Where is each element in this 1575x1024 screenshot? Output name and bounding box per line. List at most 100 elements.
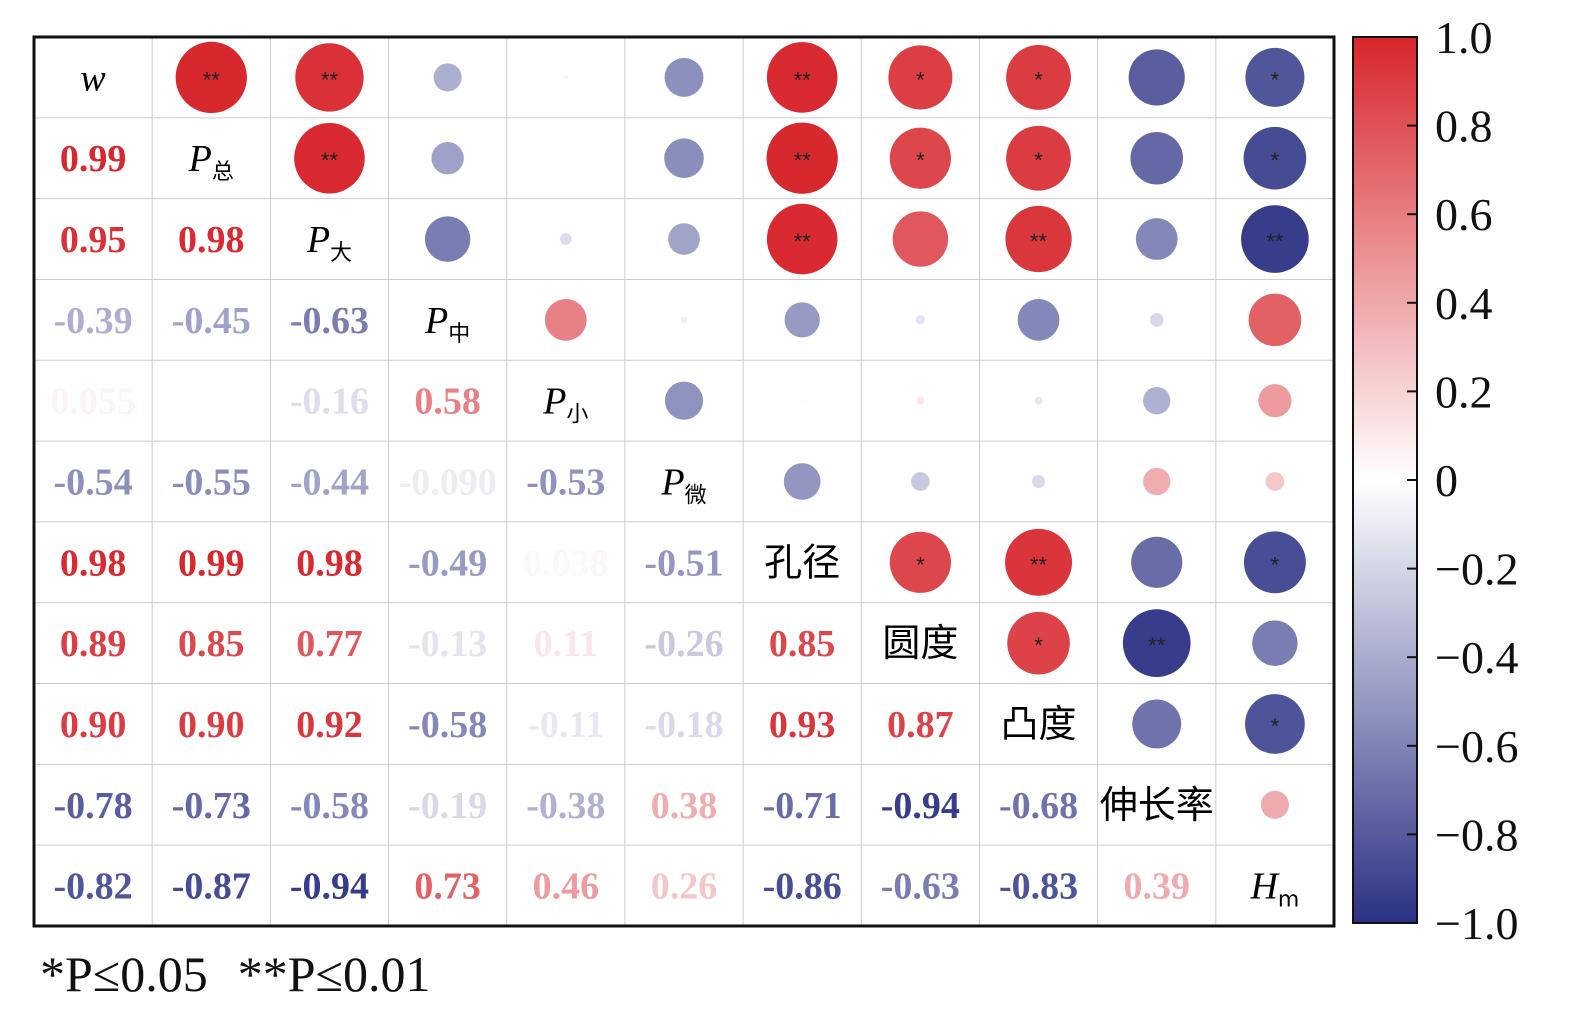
variable-label: 孔径 [764, 540, 840, 584]
correlation-value-label: -0.78 [54, 785, 133, 827]
correlation-value-label: -0.68 [999, 785, 1078, 827]
correlation-value-label: 0.90 [60, 704, 127, 746]
correlation-value-label: -0.51 [644, 542, 723, 584]
correlation-circle [295, 43, 364, 112]
correlation-value-label: 0.38 [651, 785, 718, 827]
correlation-circle [889, 531, 951, 593]
correlation-value-label: -0.090 [399, 462, 497, 504]
correlation-circle [294, 122, 365, 194]
footnote-p05: *P≤0.05 [40, 946, 208, 1002]
correlation-value-label: 0.90 [178, 704, 245, 746]
variable-label: w [80, 57, 106, 99]
significance-mark: * [1271, 148, 1280, 173]
correlation-circle [783, 463, 821, 500]
significance-mark: * [1034, 633, 1043, 658]
significance-mark: ** [1148, 633, 1166, 658]
correlation-circle [1122, 609, 1191, 677]
correlation-circle [1248, 293, 1302, 347]
variable-label: P中 [424, 300, 470, 347]
correlation-value-label: 0.87 [887, 704, 954, 746]
correlation-value-label: -0.73 [172, 785, 251, 827]
correlation-value-label: -0.26 [644, 623, 723, 665]
correlation-value-label: -0.71 [763, 785, 842, 827]
correlation-value-label: -0.44 [290, 462, 369, 504]
correlation-circle [1258, 384, 1292, 418]
correlation-circle [1265, 472, 1285, 491]
correlation-value-label: -0.55 [172, 462, 251, 504]
correlation-value-label: -0.19 [408, 785, 487, 827]
correlation-circle [1006, 45, 1071, 110]
correlation-value-label: -0.58 [408, 704, 487, 746]
colorbar-tick-label: 1.0 [1435, 12, 1493, 63]
correlation-circle [175, 41, 247, 114]
significance-mark: * [916, 552, 925, 577]
correlation-circle [664, 57, 704, 97]
correlation-value-label: 0.95 [60, 219, 127, 261]
significance-footnote: *P≤0.05 **P≤0.01 [40, 945, 431, 1003]
correlation-value-label: 0.11 [534, 623, 598, 665]
correlation-circle [680, 316, 688, 324]
significance-mark: ** [321, 148, 339, 173]
correlation-circle [1243, 531, 1306, 594]
correlation-value-label: 0.98 [60, 542, 127, 584]
correlation-circle [1032, 475, 1046, 488]
correlation-value-label: 0.85 [769, 623, 836, 665]
colorbar-tick-label: −0.2 [1435, 544, 1518, 595]
correlation-circle [915, 315, 926, 325]
correlation-value-label: 0.77 [296, 623, 363, 665]
correlation-circle [889, 127, 951, 189]
correlation-circle [1241, 205, 1309, 273]
correlation-circle [1143, 467, 1171, 496]
correlation-circle [800, 399, 804, 403]
correlation-value-label: -0.39 [54, 300, 133, 342]
correlation-circle [892, 211, 949, 267]
correlation-circle [1034, 396, 1043, 405]
significance-mark: ** [794, 148, 812, 173]
correlation-value-label: 0.92 [296, 704, 363, 746]
correlation-circle [1130, 131, 1184, 185]
colorbar-tick-label: 0.6 [1435, 189, 1493, 240]
variable-label: 伸长率 [1100, 783, 1214, 827]
significance-mark: ** [1030, 229, 1048, 254]
correlation-circle [1128, 49, 1185, 106]
correlation-value-label: 0.58 [414, 381, 481, 423]
correlation-value-label: -0.16 [290, 381, 369, 423]
correlation-circle [664, 138, 704, 179]
correlation-value-label: 0.39 [1123, 866, 1190, 908]
colorbar-tick-label: 0.4 [1435, 278, 1493, 329]
colorbar-tick-label: −0.4 [1435, 632, 1518, 683]
correlation-value-label: -0.49 [408, 542, 487, 584]
correlation-value-label: -0.63 [290, 300, 369, 342]
correlation-circle [1243, 126, 1307, 190]
correlation-value-label: -0.94 [290, 866, 369, 908]
significance-mark: * [1034, 67, 1043, 92]
correlation-circle [766, 122, 838, 194]
correlation-circle [1260, 790, 1289, 819]
correlation-value-label: 0.93 [769, 704, 836, 746]
correlation-value-label: 0.98 [178, 219, 245, 261]
variable-label: P微 [660, 462, 706, 509]
correlation-circle [766, 42, 838, 113]
correlation-value-label: 0.038 [523, 542, 609, 584]
significance-mark: * [1271, 714, 1280, 739]
significance-mark: ** [321, 67, 339, 92]
correlation-circle [424, 216, 471, 262]
plot-frame [32, 35, 1336, 928]
correlation-circle [1149, 313, 1164, 327]
correlation-circle [433, 63, 462, 92]
colorbar [1352, 36, 1418, 924]
correlation-circle [431, 142, 464, 175]
correlation-value-label: -0.53 [526, 462, 605, 504]
colorbar-tick-label: −0.8 [1435, 809, 1518, 860]
correlation-circle [784, 302, 820, 338]
correlation-value-label: 0.99 [60, 138, 127, 180]
significance-mark: ** [1266, 229, 1284, 254]
correlation-circle [1131, 536, 1183, 588]
correlation-value-label: -0.54 [54, 462, 133, 504]
correlation-value-label: -0.83 [999, 866, 1078, 908]
correlation-value-label: -0.94 [881, 785, 960, 827]
correlation-circle [916, 396, 925, 405]
correlation-value-label: 0.85 [178, 623, 245, 665]
variable-label: Hm [1249, 866, 1299, 913]
variable-label: P小 [542, 381, 588, 428]
